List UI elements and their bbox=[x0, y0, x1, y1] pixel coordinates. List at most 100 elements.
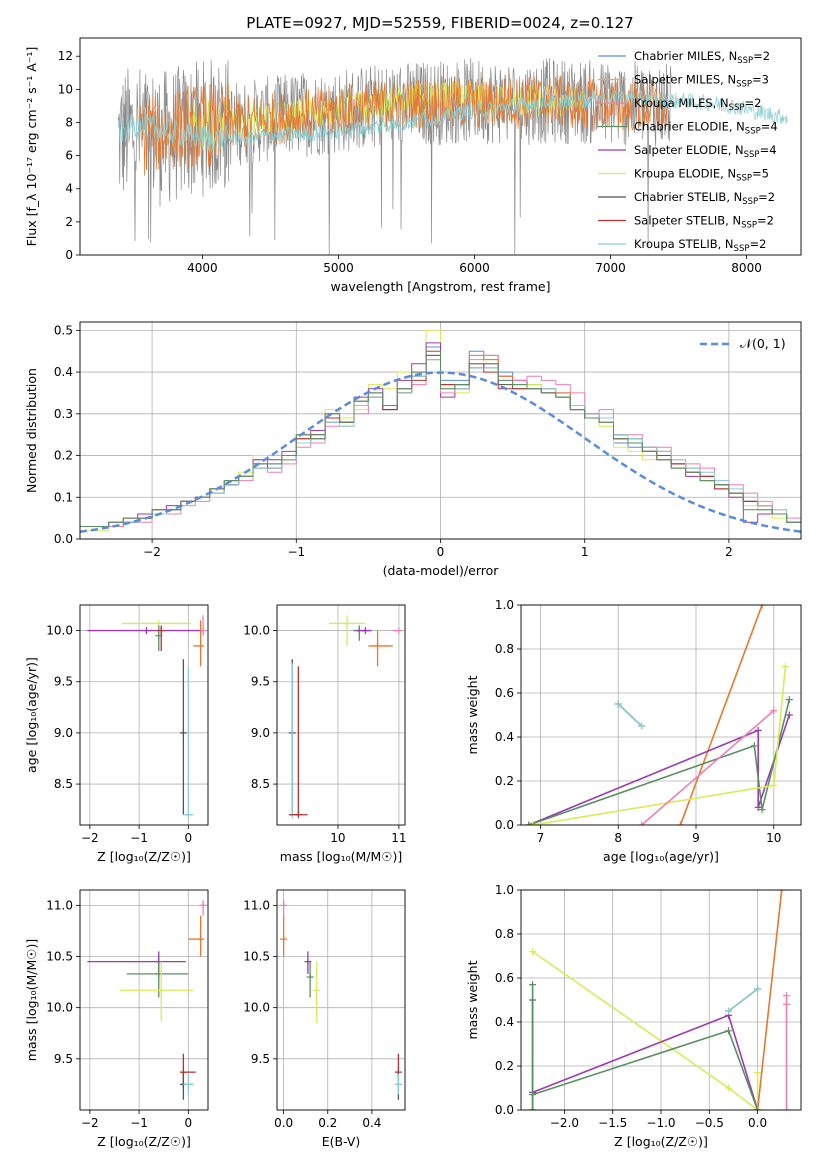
figure-title: PLATE=0927, MJD=52559, FIBERID=0024, z=0… bbox=[246, 14, 633, 32]
data-point bbox=[614, 700, 622, 708]
x-tick-label: −2.0 bbox=[550, 1116, 579, 1130]
weight-line bbox=[679, 605, 763, 825]
axes-frame bbox=[79, 889, 209, 1111]
data-point bbox=[754, 803, 762, 811]
spectrum-line bbox=[139, 75, 669, 176]
data-point bbox=[725, 1027, 733, 1035]
y-tick-label: 8.5 bbox=[54, 777, 73, 791]
legend-label: Salpeter STELIB, NSSP=2 bbox=[634, 214, 774, 231]
axes-frame bbox=[520, 604, 802, 826]
y-tick-label: 10.0 bbox=[46, 1001, 73, 1015]
data-point bbox=[394, 1080, 402, 1088]
data-point bbox=[785, 696, 793, 704]
data-point bbox=[754, 1106, 762, 1110]
data-point bbox=[157, 627, 165, 635]
y-tick-label: 9.5 bbox=[251, 1052, 270, 1066]
data-point bbox=[770, 781, 778, 789]
x-tick-label: 7 bbox=[537, 831, 545, 845]
y-tick-label: 10.0 bbox=[243, 624, 270, 638]
axes-frame bbox=[276, 604, 406, 826]
x-tick-label: −1 bbox=[130, 1116, 148, 1130]
weight-line bbox=[756, 890, 783, 1110]
weight-line bbox=[532, 950, 759, 1110]
x-tick-label: −2 bbox=[81, 1116, 99, 1130]
data-point bbox=[184, 811, 192, 819]
data-point bbox=[280, 901, 288, 909]
data-point bbox=[754, 1069, 762, 1077]
panel-spectrum: 4000 5000 6000 7000 8000 0 2 4 6 8 10 12 wavelength … bbox=[24, 37, 802, 294]
x-tick-label: 8000 bbox=[731, 261, 762, 275]
y-tick-label: 0.2 bbox=[54, 449, 73, 463]
panel-mass_vs_z: −2 −1 0 9.5 10.0 10.5 11.0 Z [log₁₀(Z/Z☉)] mass … bbox=[24, 889, 209, 1149]
plot-area-mass_vs_z bbox=[87, 900, 207, 1100]
legend-label: 𝒩(0, 1) bbox=[740, 336, 786, 351]
spectrum-line bbox=[117, 89, 788, 152]
x-tick-label: −1.0 bbox=[646, 1116, 675, 1130]
data-point bbox=[725, 1084, 733, 1092]
x-tick-label: 5000 bbox=[323, 261, 354, 275]
normal-reference-curve bbox=[80, 371, 801, 533]
data-point bbox=[374, 642, 382, 650]
weight-line bbox=[531, 984, 759, 1110]
x-tick-label: 8 bbox=[614, 831, 622, 845]
plot-area-residuals bbox=[80, 329, 801, 533]
data-point bbox=[638, 821, 646, 825]
y-tick-label: 10.5 bbox=[46, 950, 73, 964]
x-axis-label: age [log₁₀(age/yr)] bbox=[603, 849, 719, 864]
x-tick-label: −2 bbox=[81, 831, 99, 845]
x-tick-label: 2 bbox=[725, 545, 733, 559]
panel-weight_vs_z: −2.0 −1.5 −1.0 −0.5 0.0 0.0 0.2 0.4 0.6 0.8 1.0 Z [… bbox=[465, 883, 802, 1149]
x-tick-label: −1.5 bbox=[598, 1116, 627, 1130]
x-tick-label: 9 bbox=[692, 831, 700, 845]
data-point bbox=[754, 726, 762, 734]
y-tick-label: 0.8 bbox=[495, 642, 514, 656]
data-point bbox=[529, 1091, 537, 1099]
y-tick-label: 1.0 bbox=[495, 598, 514, 612]
y-tick-label: 11.0 bbox=[243, 898, 270, 912]
x-tick-label: 0.0 bbox=[274, 1116, 293, 1130]
x-tick-label: 0.0 bbox=[748, 1116, 767, 1130]
y-tick-label: 9.0 bbox=[54, 726, 73, 740]
axes-frame bbox=[520, 889, 802, 1111]
y-tick-label: 0.4 bbox=[54, 365, 73, 379]
data-point bbox=[525, 821, 533, 825]
plot-area-spectrum bbox=[117, 57, 788, 255]
y-tick-label: 0.2 bbox=[495, 774, 514, 788]
panel-mass_vs_ebv: 0.0 0.2 0.4 9.5 10.0 10.5 11.0 E(B-V) bbox=[243, 889, 406, 1149]
data-point bbox=[395, 627, 403, 635]
y-tick-label: 11.0 bbox=[46, 898, 73, 912]
x-tick-label: 10 bbox=[330, 831, 345, 845]
y-tick-label: 2 bbox=[65, 215, 73, 229]
y-tick-label: 0.0 bbox=[495, 1103, 514, 1117]
panel-weight_vs_age: 7 8 9 10 0.0 0.2 0.4 0.6 0.8 1.0 age [log₁₀(age/yr… bbox=[465, 598, 802, 864]
x-axis-label: Z [log₁₀(Z/Z☉)] bbox=[614, 1134, 708, 1149]
x-axis-label: mass [log₁₀(M/M☉)] bbox=[280, 849, 402, 864]
y-axis-label: mass weight bbox=[465, 675, 480, 754]
data-point bbox=[638, 722, 646, 730]
x-tick-label: 4000 bbox=[187, 261, 218, 275]
data-point bbox=[785, 711, 793, 719]
data-point bbox=[778, 890, 786, 894]
x-tick-label: 0 bbox=[184, 1116, 192, 1130]
legend-label: Salpeter MILES, NSSP=3 bbox=[634, 73, 769, 90]
data-point bbox=[529, 821, 537, 825]
plot-area-weight_vs_age bbox=[525, 605, 793, 825]
x-tick-label: 0 bbox=[437, 545, 445, 559]
data-point bbox=[142, 627, 150, 635]
data-point bbox=[294, 811, 302, 819]
data-point bbox=[343, 619, 351, 627]
weight-line bbox=[532, 666, 787, 825]
weight-line bbox=[528, 699, 791, 825]
x-axis-label: E(B-V) bbox=[322, 1134, 361, 1149]
data-point bbox=[770, 707, 778, 715]
legend-label: Chabrier STELIB, NSSP=2 bbox=[634, 190, 775, 207]
x-axis-label: (data-model)/error bbox=[383, 563, 500, 578]
x-tick-label: 7000 bbox=[595, 261, 626, 275]
y-axis-label: mass weight bbox=[465, 960, 480, 1039]
plot-area-mass_vs_ebv bbox=[280, 900, 402, 1100]
legend-label: Salpeter ELODIE, NSSP=4 bbox=[634, 143, 777, 160]
panel-age_vs_mass: 10 11 8.5 9.0 9.5 10.0 mass [log₁₀(M/M☉)] bbox=[243, 604, 407, 864]
x-axis-label: Z [log₁₀(Z/Z☉)] bbox=[97, 1134, 191, 1149]
y-tick-label: 9.5 bbox=[54, 675, 73, 689]
axes-frame bbox=[79, 321, 802, 540]
